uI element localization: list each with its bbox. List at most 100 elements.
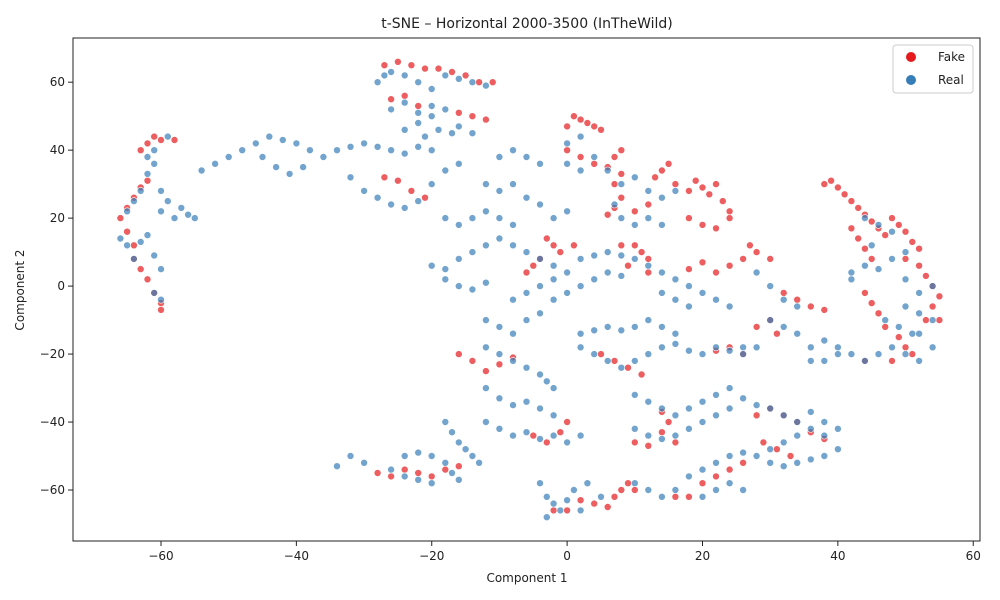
fake-point: [773, 329, 781, 338]
fake-point: [597, 126, 605, 134]
real-point: [766, 282, 775, 290]
real-point: [461, 445, 470, 454]
real-point: [570, 486, 578, 494]
real-point: [150, 160, 158, 168]
fake-point: [630, 438, 639, 447]
fake-point: [867, 299, 876, 307]
real-point: [150, 251, 158, 260]
real-point: [739, 394, 747, 403]
real-point: [333, 462, 341, 471]
real-point: [549, 214, 558, 222]
real-point: [333, 146, 341, 154]
fake-point: [603, 503, 612, 511]
fake-point: [752, 323, 761, 331]
x-tick-label: 60: [966, 549, 981, 563]
real-point: [658, 343, 666, 352]
fake-point: [610, 180, 619, 188]
real-point: [685, 346, 693, 355]
fake-point: [644, 200, 653, 209]
real-point: [427, 85, 436, 93]
fake-point: [421, 193, 429, 202]
real-point: [590, 153, 599, 161]
real-point: [901, 275, 910, 284]
fake-point: [908, 350, 917, 358]
real-point: [806, 343, 815, 352]
real-point: [556, 506, 565, 515]
fake-point: [881, 323, 890, 331]
series-fake: [116, 57, 944, 515]
fake-point: [610, 153, 619, 161]
real-point: [454, 75, 463, 83]
real-point: [360, 458, 368, 467]
fake-point: [712, 472, 720, 481]
real-point: [522, 397, 531, 406]
fake-point: [576, 115, 585, 124]
real-point: [536, 160, 544, 168]
fake-point: [834, 183, 842, 192]
fake-point: [441, 465, 450, 474]
fake-point: [725, 465, 734, 474]
real-point: [448, 428, 456, 437]
fake-point: [644, 255, 653, 263]
real-point: [143, 153, 152, 161]
real-point: [400, 452, 409, 460]
fake-point: [752, 248, 761, 256]
real-point: [509, 241, 517, 250]
x-tick-label: 40: [830, 549, 845, 563]
real-point: [915, 329, 923, 338]
real-point: [603, 323, 612, 331]
real-point: [278, 136, 287, 144]
real-point: [549, 261, 558, 270]
real-point: [563, 207, 571, 216]
real-point: [482, 278, 490, 287]
fake-point: [590, 499, 599, 508]
real-point: [698, 492, 707, 501]
real-point: [793, 418, 802, 426]
real-point: [495, 350, 504, 358]
fake-point: [143, 275, 152, 284]
real-point: [576, 343, 585, 352]
real-point: [888, 227, 896, 236]
real-point: [164, 197, 172, 205]
real-point: [509, 329, 517, 338]
real-point: [454, 475, 463, 484]
fake-point: [922, 272, 930, 280]
real-point: [901, 302, 910, 311]
fake-point: [482, 115, 490, 124]
fake-point: [170, 136, 179, 144]
x-tick-label: −60: [148, 549, 173, 563]
real-point: [563, 268, 571, 277]
real-point: [400, 149, 409, 158]
real-point: [441, 71, 450, 80]
real-point: [698, 397, 707, 406]
real-point: [482, 343, 490, 352]
real-point: [495, 234, 504, 243]
x-tick-label: 0: [563, 549, 571, 563]
real-point: [387, 105, 395, 114]
fake-point: [664, 418, 673, 426]
real-point: [793, 329, 802, 338]
real-point: [549, 431, 558, 440]
real-point: [583, 479, 592, 488]
real-point: [211, 160, 219, 168]
fake-point: [915, 244, 923, 253]
real-point: [400, 71, 409, 80]
real-point: [536, 282, 544, 290]
fake-point: [387, 95, 395, 103]
real-point: [427, 112, 436, 120]
real-point: [522, 363, 531, 372]
real-point: [258, 153, 267, 161]
real-point: [630, 173, 639, 182]
fake-point: [671, 492, 680, 501]
real-point: [157, 207, 165, 216]
fake-point: [854, 234, 863, 243]
real-point: [820, 357, 829, 365]
fake-point: [130, 241, 138, 250]
real-point: [130, 255, 138, 263]
fake-point: [563, 146, 571, 154]
real-point: [157, 187, 165, 195]
real-point: [671, 329, 680, 338]
real-point: [522, 316, 531, 324]
real-point: [136, 238, 145, 246]
real-point: [285, 170, 294, 178]
